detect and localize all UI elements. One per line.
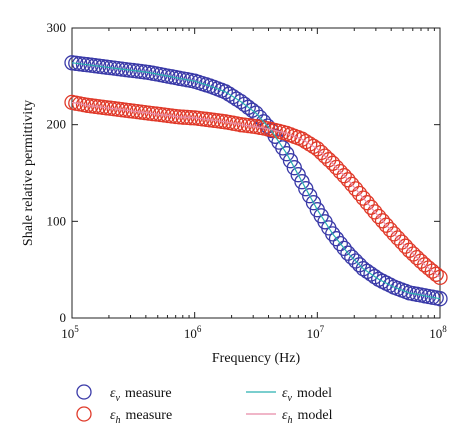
data-point <box>371 208 387 225</box>
series-measure-v <box>64 55 448 307</box>
data-point <box>336 168 352 184</box>
data-point <box>252 109 268 126</box>
axes: 105 106 107 108 0 100 200 300 <box>47 20 448 341</box>
data-point <box>359 263 375 280</box>
legend-label: εh model <box>282 408 333 426</box>
data-point <box>221 86 237 102</box>
data-point <box>367 269 383 285</box>
plot-frame <box>71 27 441 319</box>
legend: εv measure εh measure εv model εh model <box>76 384 333 426</box>
data-point <box>328 231 345 247</box>
legend-item: εv model <box>246 386 332 404</box>
data-point <box>298 133 314 150</box>
data-point <box>367 204 383 220</box>
legend-label: εv measure <box>110 386 172 404</box>
data-point <box>332 163 348 180</box>
data-point <box>340 245 356 261</box>
data-point <box>236 96 253 113</box>
data-point <box>382 221 398 238</box>
data-point <box>325 155 341 171</box>
y-tick-label: 100 <box>47 213 67 228</box>
data-point <box>386 226 402 242</box>
x-tick-label: 108 <box>429 324 447 341</box>
data-point <box>290 167 306 183</box>
data-point <box>325 226 341 242</box>
data-point <box>229 91 245 107</box>
x-tick-label: 105 <box>61 324 79 341</box>
data-point <box>302 136 318 152</box>
data-point <box>332 235 348 252</box>
legend-item: εh model <box>246 408 333 426</box>
x-axis-label: Frequency (Hz) <box>212 351 301 366</box>
data-point <box>225 88 241 105</box>
data-point <box>286 160 302 176</box>
data-point <box>240 99 256 115</box>
data-point <box>344 249 360 265</box>
data-point <box>294 131 310 147</box>
data-point <box>428 266 444 282</box>
data-point <box>397 238 414 254</box>
legend-circle-swatch <box>76 384 92 400</box>
model-line <box>71 62 441 300</box>
y-tick-label: 200 <box>47 117 67 132</box>
legend-label: εh measure <box>110 408 172 426</box>
data-point <box>374 213 391 229</box>
data-point <box>432 269 448 286</box>
data-point <box>394 234 410 250</box>
data-point <box>355 190 371 206</box>
x-tick-label: 107 <box>307 324 325 341</box>
data-point <box>348 181 364 197</box>
legend-item: εh measure <box>76 406 172 426</box>
y-axis-label: Shale relative permittivity <box>21 100 36 246</box>
data-point <box>378 217 394 233</box>
data-point <box>363 266 379 282</box>
series-model-v <box>71 62 441 300</box>
y-tick-label: 0 <box>60 310 67 325</box>
data-point <box>305 195 322 211</box>
data-point <box>336 240 352 257</box>
data-point <box>233 93 249 110</box>
data-point <box>298 181 314 197</box>
model-line <box>71 101 441 278</box>
data-point <box>363 199 379 215</box>
data-point <box>294 174 310 190</box>
data-point <box>340 172 356 188</box>
data-point <box>390 230 406 246</box>
data-point <box>328 159 345 176</box>
series-model-h <box>71 101 441 278</box>
data-point <box>420 260 437 276</box>
legend-item: εv measure <box>76 384 172 404</box>
data-point <box>321 152 337 168</box>
y-tick-label: 300 <box>47 20 67 35</box>
data-point <box>351 185 368 202</box>
data-point <box>302 188 318 204</box>
data-point <box>432 291 448 307</box>
data-point <box>355 261 371 277</box>
series-layer <box>64 55 448 307</box>
data-point <box>424 263 440 279</box>
data-point <box>282 153 299 169</box>
data-point <box>279 146 295 162</box>
data-point <box>217 84 233 100</box>
legend-circle-swatch <box>76 406 92 422</box>
x-tick-label: 106 <box>184 324 202 341</box>
legend-label: εv model <box>282 386 332 404</box>
data-point <box>305 138 322 155</box>
data-point <box>194 111 210 127</box>
data-point <box>359 195 375 211</box>
data-point <box>344 176 360 193</box>
